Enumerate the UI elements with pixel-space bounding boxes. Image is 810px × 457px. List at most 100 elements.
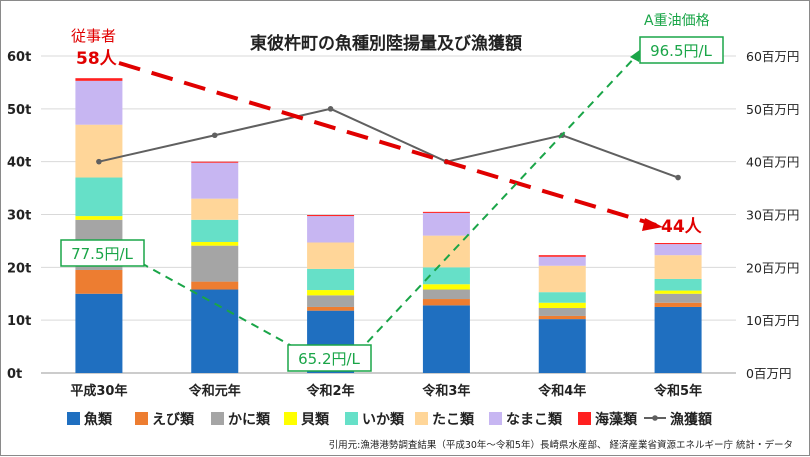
- bar-segment-いか類: [75, 177, 123, 217]
- bar-segment-魚類: [191, 289, 239, 373]
- bar-segment-たこ類: [654, 255, 702, 279]
- left-tick-label: 40t: [7, 156, 31, 171]
- legend-label: いか類: [362, 412, 405, 428]
- category-label: 平成30年: [70, 383, 127, 399]
- bar-segment-かに類: [307, 295, 355, 307]
- bar-segment-魚類: [422, 305, 470, 373]
- workers-trend-arrowhead: [642, 218, 663, 231]
- right-tick-label: 0百万円: [746, 366, 791, 381]
- legend-swatch: [345, 412, 358, 425]
- legend-label: なまこ類: [506, 412, 563, 428]
- legend-label: 魚類: [84, 411, 113, 428]
- bar-segment-いか類: [307, 268, 355, 291]
- bar-segment-えび類: [538, 315, 586, 320]
- bar-segment-海藻類: [75, 78, 123, 81]
- bar-segment-海藻類: [307, 215, 355, 217]
- bar-segment-えび類: [191, 281, 239, 290]
- bar-segment-魚類: [654, 306, 702, 373]
- fuel-price-start-value: 77.5円/L: [71, 245, 133, 263]
- right-tick-label: 40百万円: [746, 155, 799, 170]
- bar-segment-貝類: [654, 290, 702, 294]
- catch-value-point: [327, 106, 334, 112]
- bar-segment-いか類: [538, 292, 586, 303]
- workers-start-value: 58人: [76, 49, 118, 69]
- right-axis-ticks: 0百万円 10百万円 20百万円 30百万円 40百万円 50百万円 60百万円: [746, 49, 799, 381]
- bar-segment-いか類: [654, 278, 702, 291]
- right-tick-label: 30百万円: [746, 208, 799, 223]
- bar-segment-なまこ類: [75, 80, 123, 125]
- source-note: 引用元:漁港港勢調査結果（平成30年～令和5年）長崎県水産部、 経済産業省資源エ…: [329, 439, 793, 451]
- bar-segment-かに類: [422, 289, 470, 300]
- fuel-price-end-value: 96.5円/L: [650, 42, 712, 60]
- bar-segment-貝類: [422, 284, 470, 290]
- bar-segment-海藻類: [538, 255, 586, 257]
- right-tick-label: 20百万円: [746, 260, 799, 275]
- category-label: 令和2年: [307, 383, 355, 399]
- bar-segment-えび類: [307, 306, 355, 311]
- legend-swatch: [67, 412, 80, 425]
- bar-segment-かに類: [538, 308, 586, 316]
- bar-segment-たこ類: [538, 265, 586, 293]
- bar-segment-海藻類: [191, 161, 239, 163]
- legend-label: 海藻類: [595, 411, 638, 428]
- right-tick-label: 60百万円: [746, 49, 799, 64]
- left-tick-label: 0t: [7, 367, 22, 382]
- right-tick-label: 10百万円: [746, 313, 799, 328]
- catch-value-point: [96, 158, 102, 165]
- catch-value-point: [675, 174, 681, 181]
- workers-trend-line: [118, 61, 657, 227]
- bar-segment-魚類: [75, 293, 123, 373]
- left-tick-label: 30t: [7, 209, 31, 224]
- category-labels: 平成30年 令和元年 令和2年 令和3年 令和4年 令和5年: [70, 383, 702, 399]
- fuel-price-box-end: [639, 36, 724, 64]
- bar-segment-貝類: [191, 241, 239, 246]
- legend-label: 貝類: [301, 412, 330, 428]
- catch-value-polyline: [98, 107, 679, 179]
- bar-segment-いか類: [422, 267, 470, 285]
- bar-segment-魚類: [538, 319, 586, 373]
- category-label: 令和3年: [422, 383, 470, 399]
- legend-label: かに類: [228, 412, 271, 428]
- bar-segment-えび類: [422, 299, 470, 306]
- left-axis-ticks: 0t 10t 20t 30t 40t 50t 60t: [7, 50, 31, 382]
- workers-label: 従事者: [71, 27, 116, 45]
- gridlines: [41, 55, 736, 374]
- bar-segment-なまこ類: [422, 212, 470, 236]
- catch-value-point: [211, 132, 218, 139]
- legend-swatch: [578, 412, 591, 425]
- left-tick-label: 10t: [7, 314, 31, 329]
- bar-segment-いか類: [191, 219, 239, 242]
- bar-segment-なまこ類: [307, 216, 355, 243]
- category-label: 令和4年: [538, 383, 586, 399]
- left-tick-label: 50t: [7, 103, 31, 118]
- category-label: 令和5年: [654, 383, 702, 399]
- legend-label: 漁獲額: [670, 411, 712, 428]
- workers-end-value: 44人: [661, 217, 703, 237]
- stacked-bars: [75, 78, 702, 373]
- fuel-price-label: A重油価格: [644, 13, 710, 29]
- legend-label: たこ類: [432, 412, 475, 428]
- bar-segment-なまこ類: [191, 162, 239, 199]
- legend-line-marker: [652, 415, 658, 421]
- legend-swatch: [135, 412, 148, 425]
- bar-segment-なまこ類: [654, 244, 702, 256]
- fuel-price-box-start: [60, 239, 145, 267]
- bar-segment-貝類: [538, 302, 586, 309]
- bar-segment-海藻類: [654, 243, 702, 245]
- bar-segment-たこ類: [191, 198, 239, 220]
- fuel-price-min-value: 65.2円/L: [298, 350, 360, 368]
- legend: 魚類 えび類 かに類 貝類 いか類 たこ類 なまこ類 海藻類 漁獲額: [67, 411, 712, 428]
- bar-segment-たこ類: [75, 124, 123, 178]
- bar-segment-えび類: [75, 269, 123, 294]
- bar-segment-貝類: [75, 216, 123, 220]
- right-tick-label: 50百万円: [746, 102, 799, 117]
- legend-swatch: [284, 412, 297, 425]
- left-tick-label: 20t: [7, 261, 31, 276]
- category-label: 令和元年: [189, 383, 241, 399]
- left-tick-label: 60t: [7, 50, 31, 65]
- bar-segment-かに類: [654, 293, 702, 303]
- legend-label: えび類: [152, 412, 195, 428]
- bar-segment-たこ類: [422, 235, 470, 268]
